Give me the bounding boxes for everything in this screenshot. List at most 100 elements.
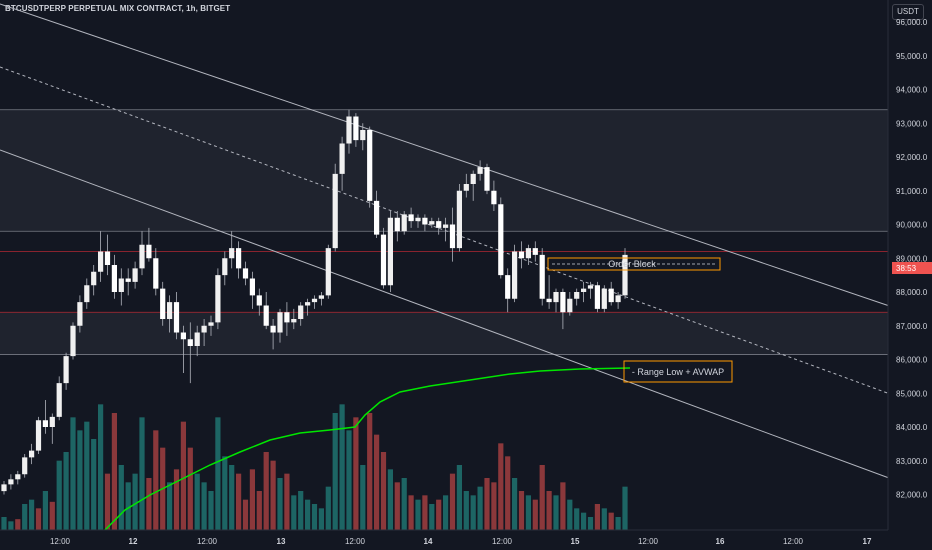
candle-body [236,248,242,269]
candle [449,207,456,262]
candle-body [587,285,594,289]
candle [201,319,207,346]
candle-body [56,383,62,417]
candle-body [291,319,297,323]
volume-bar [353,417,359,530]
volume-bar [29,499,35,530]
time-tick-label: 16 [716,537,725,546]
countdown-label: 38:53 [896,264,917,273]
volume-bar [132,473,138,530]
volume-bar [587,517,594,530]
volume-bar [15,519,21,530]
volume-bar [574,508,580,530]
candle-body [539,254,545,299]
volume-bar [380,452,387,530]
candle [77,295,83,333]
volume-bar [236,473,242,530]
time-tick-label: 12:00 [197,537,218,546]
volume-bar [339,404,345,530]
candle-body [512,251,518,299]
candle [229,231,235,269]
volume-bar [153,430,159,530]
price-tick-label: 87,000.0 [896,322,928,331]
price-tick-label: 90,000.0 [896,221,928,230]
volume-bar [408,495,414,530]
volume-bar [332,413,338,530]
candle [374,190,380,238]
volume-bar [318,508,324,530]
candle [367,126,373,208]
channel-lower-line [0,149,889,479]
candle-body [546,298,552,303]
candle [70,322,76,360]
candle-body [132,268,138,282]
volume-bar [346,430,352,530]
candle-body [443,224,449,228]
candle [512,244,518,303]
candle-body [194,332,200,346]
candle-body [8,479,14,485]
volume-bar [111,413,117,530]
price-tick-label: 94,000.0 [896,86,928,95]
candle-body [449,224,456,249]
candle [104,234,111,276]
volume-bar [518,491,525,530]
volume-bar [498,443,504,530]
candle [491,180,497,211]
range-low-zone [0,312,888,355]
candle-body [270,325,276,333]
volume-bar [477,486,483,530]
candle-body [553,292,559,303]
candle [270,319,276,350]
candle [242,261,249,286]
candle [298,302,304,326]
candle [339,136,345,191]
candle [125,268,131,296]
candle [277,308,283,343]
candle-body [387,217,393,286]
volume-bar [567,499,573,530]
volume-bar [305,499,311,530]
candle-body [525,248,531,259]
candle-body [325,248,331,296]
candle [463,173,469,198]
candle-body [477,167,483,174]
candle-body [249,278,255,296]
candle [567,292,573,316]
volume-bar [187,447,193,530]
candle-body [408,214,414,222]
candle-body [42,420,48,427]
price-tick-label: 88,000.0 [896,288,928,297]
candle-body [374,200,380,235]
price-tick-label: 82,000.0 [896,491,928,500]
candle [532,241,538,262]
candle-body [422,217,428,225]
candle-body [29,450,35,458]
candle-body [360,130,366,141]
candle-body [111,265,117,292]
candle-body [594,285,600,309]
candle [194,325,200,357]
candle [470,170,476,201]
candle [601,285,607,313]
volume-bar [622,486,628,530]
volume-bar [91,439,97,530]
volume-bar [491,482,497,530]
candle [1,481,7,495]
volume-bar [291,495,297,530]
candle-body [394,217,400,232]
price-tick-label: 89,000.0 [896,254,928,263]
candle-body [401,214,407,232]
volume-bar [546,491,552,530]
volume-bar [180,421,186,530]
candle [305,298,311,316]
currency-selector[interactable]: USDT [892,4,924,20]
candle-body [367,130,373,201]
volume-bar [436,499,442,530]
volume-bar [401,478,407,530]
candle-body [22,457,28,475]
candle-body [581,288,587,292]
volume-bar [146,478,152,530]
candle [139,231,145,276]
